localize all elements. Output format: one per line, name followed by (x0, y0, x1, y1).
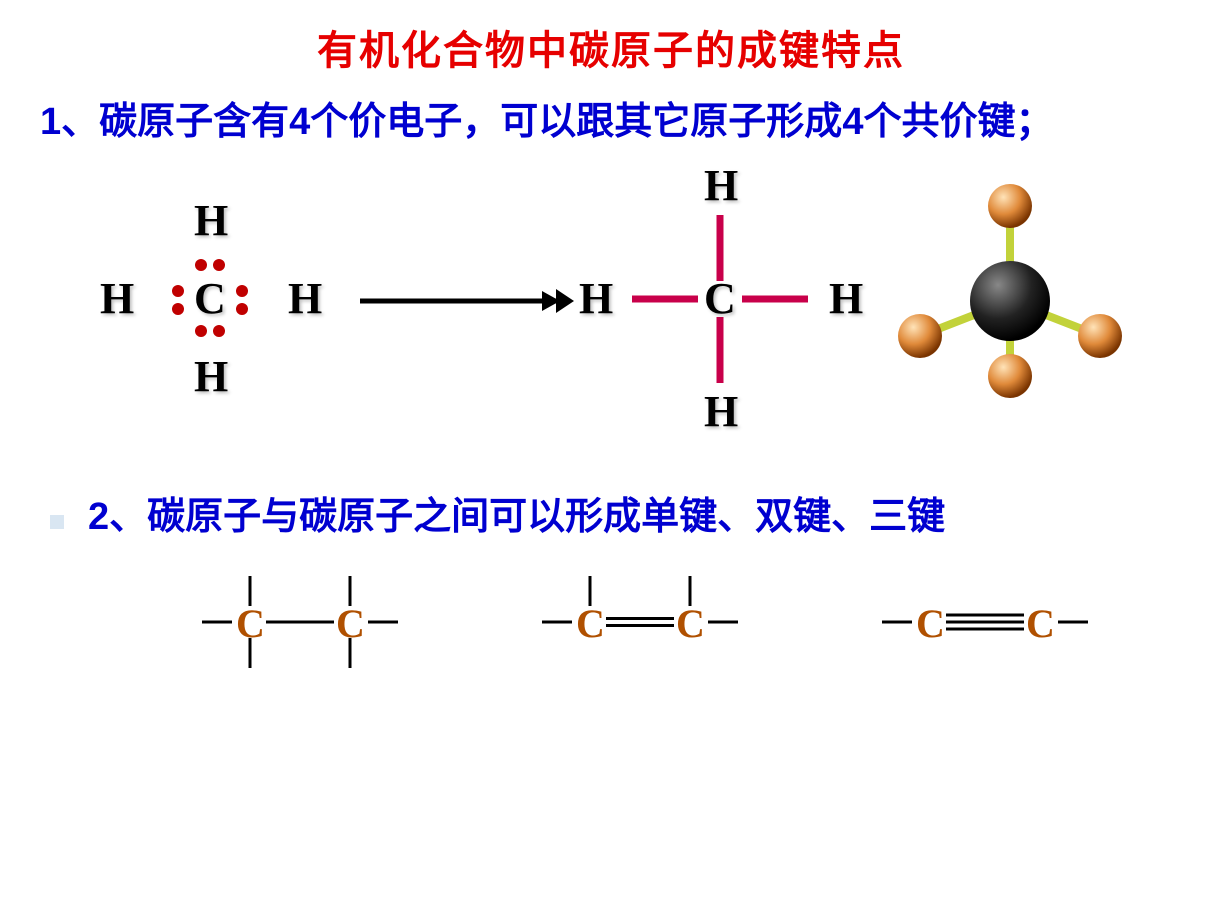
lewis-dot (195, 325, 207, 337)
point-1: 1、碳原子含有4个价电子，可以跟其它原子形成4个共价键； (0, 76, 1222, 151)
lewis-h-top: H (194, 195, 228, 246)
lewis-h-right: H (288, 273, 322, 324)
bullet-icon (50, 515, 64, 529)
lewis-dot (172, 285, 184, 297)
struct-h-top: H (704, 160, 738, 211)
point-1-num-a: 4 (289, 101, 310, 143)
lewis-h-bottom: H (194, 351, 228, 402)
point-1-text-a: 碳原子含有 (99, 101, 289, 143)
lewis-dot (172, 303, 184, 315)
point-1-prefix: 1、 (40, 101, 99, 143)
model-center (970, 261, 1050, 341)
lewis-dot (236, 303, 248, 315)
double-c2: C (676, 600, 705, 647)
struct-h-right: H (829, 273, 863, 324)
struct-h-left: H (579, 273, 613, 324)
point-2-text: 碳原子与碳原子之间可以形成单键、双键、三键 (147, 496, 945, 538)
point-2-prefix: 2、 (88, 496, 147, 538)
arrow-head2 (556, 289, 574, 313)
triple-c2: C (1026, 600, 1055, 647)
lewis-dot (195, 259, 207, 271)
lewis-dot (213, 259, 225, 271)
single-c2: C (336, 600, 365, 647)
model-h-ball (898, 314, 942, 358)
lewis-c: C (194, 273, 226, 324)
point-1-num-b: 4 (842, 101, 863, 143)
single-c1: C (236, 600, 265, 647)
methane-diagram-row: CHHHHCHHHH (0, 151, 1222, 471)
triple-c1: C (916, 600, 945, 647)
point-2: 2、碳原子与碳原子之间可以形成单键、双键、三键 (88, 489, 945, 546)
point-2-row: 2、碳原子与碳原子之间可以形成单键、双键、三键 (0, 471, 1222, 546)
point-1-text-b: 个价电子，可以跟其它原子形成 (310, 101, 842, 143)
double-c1: C (576, 600, 605, 647)
point-1-text-c: 个共价键； (863, 101, 1053, 143)
struct-c: C (704, 273, 736, 324)
lewis-dot (236, 285, 248, 297)
struct-h-bottom: H (704, 386, 738, 437)
model-h-ball (1078, 314, 1122, 358)
model-h-ball (988, 354, 1032, 398)
model-h-ball (988, 184, 1032, 228)
lewis-dot (213, 325, 225, 337)
lewis-h-left: H (100, 273, 134, 324)
bond-types-row: CCCCCC (0, 546, 1222, 706)
slide-title: 有机化合物中碳原子的成键特点 (0, 0, 1222, 76)
